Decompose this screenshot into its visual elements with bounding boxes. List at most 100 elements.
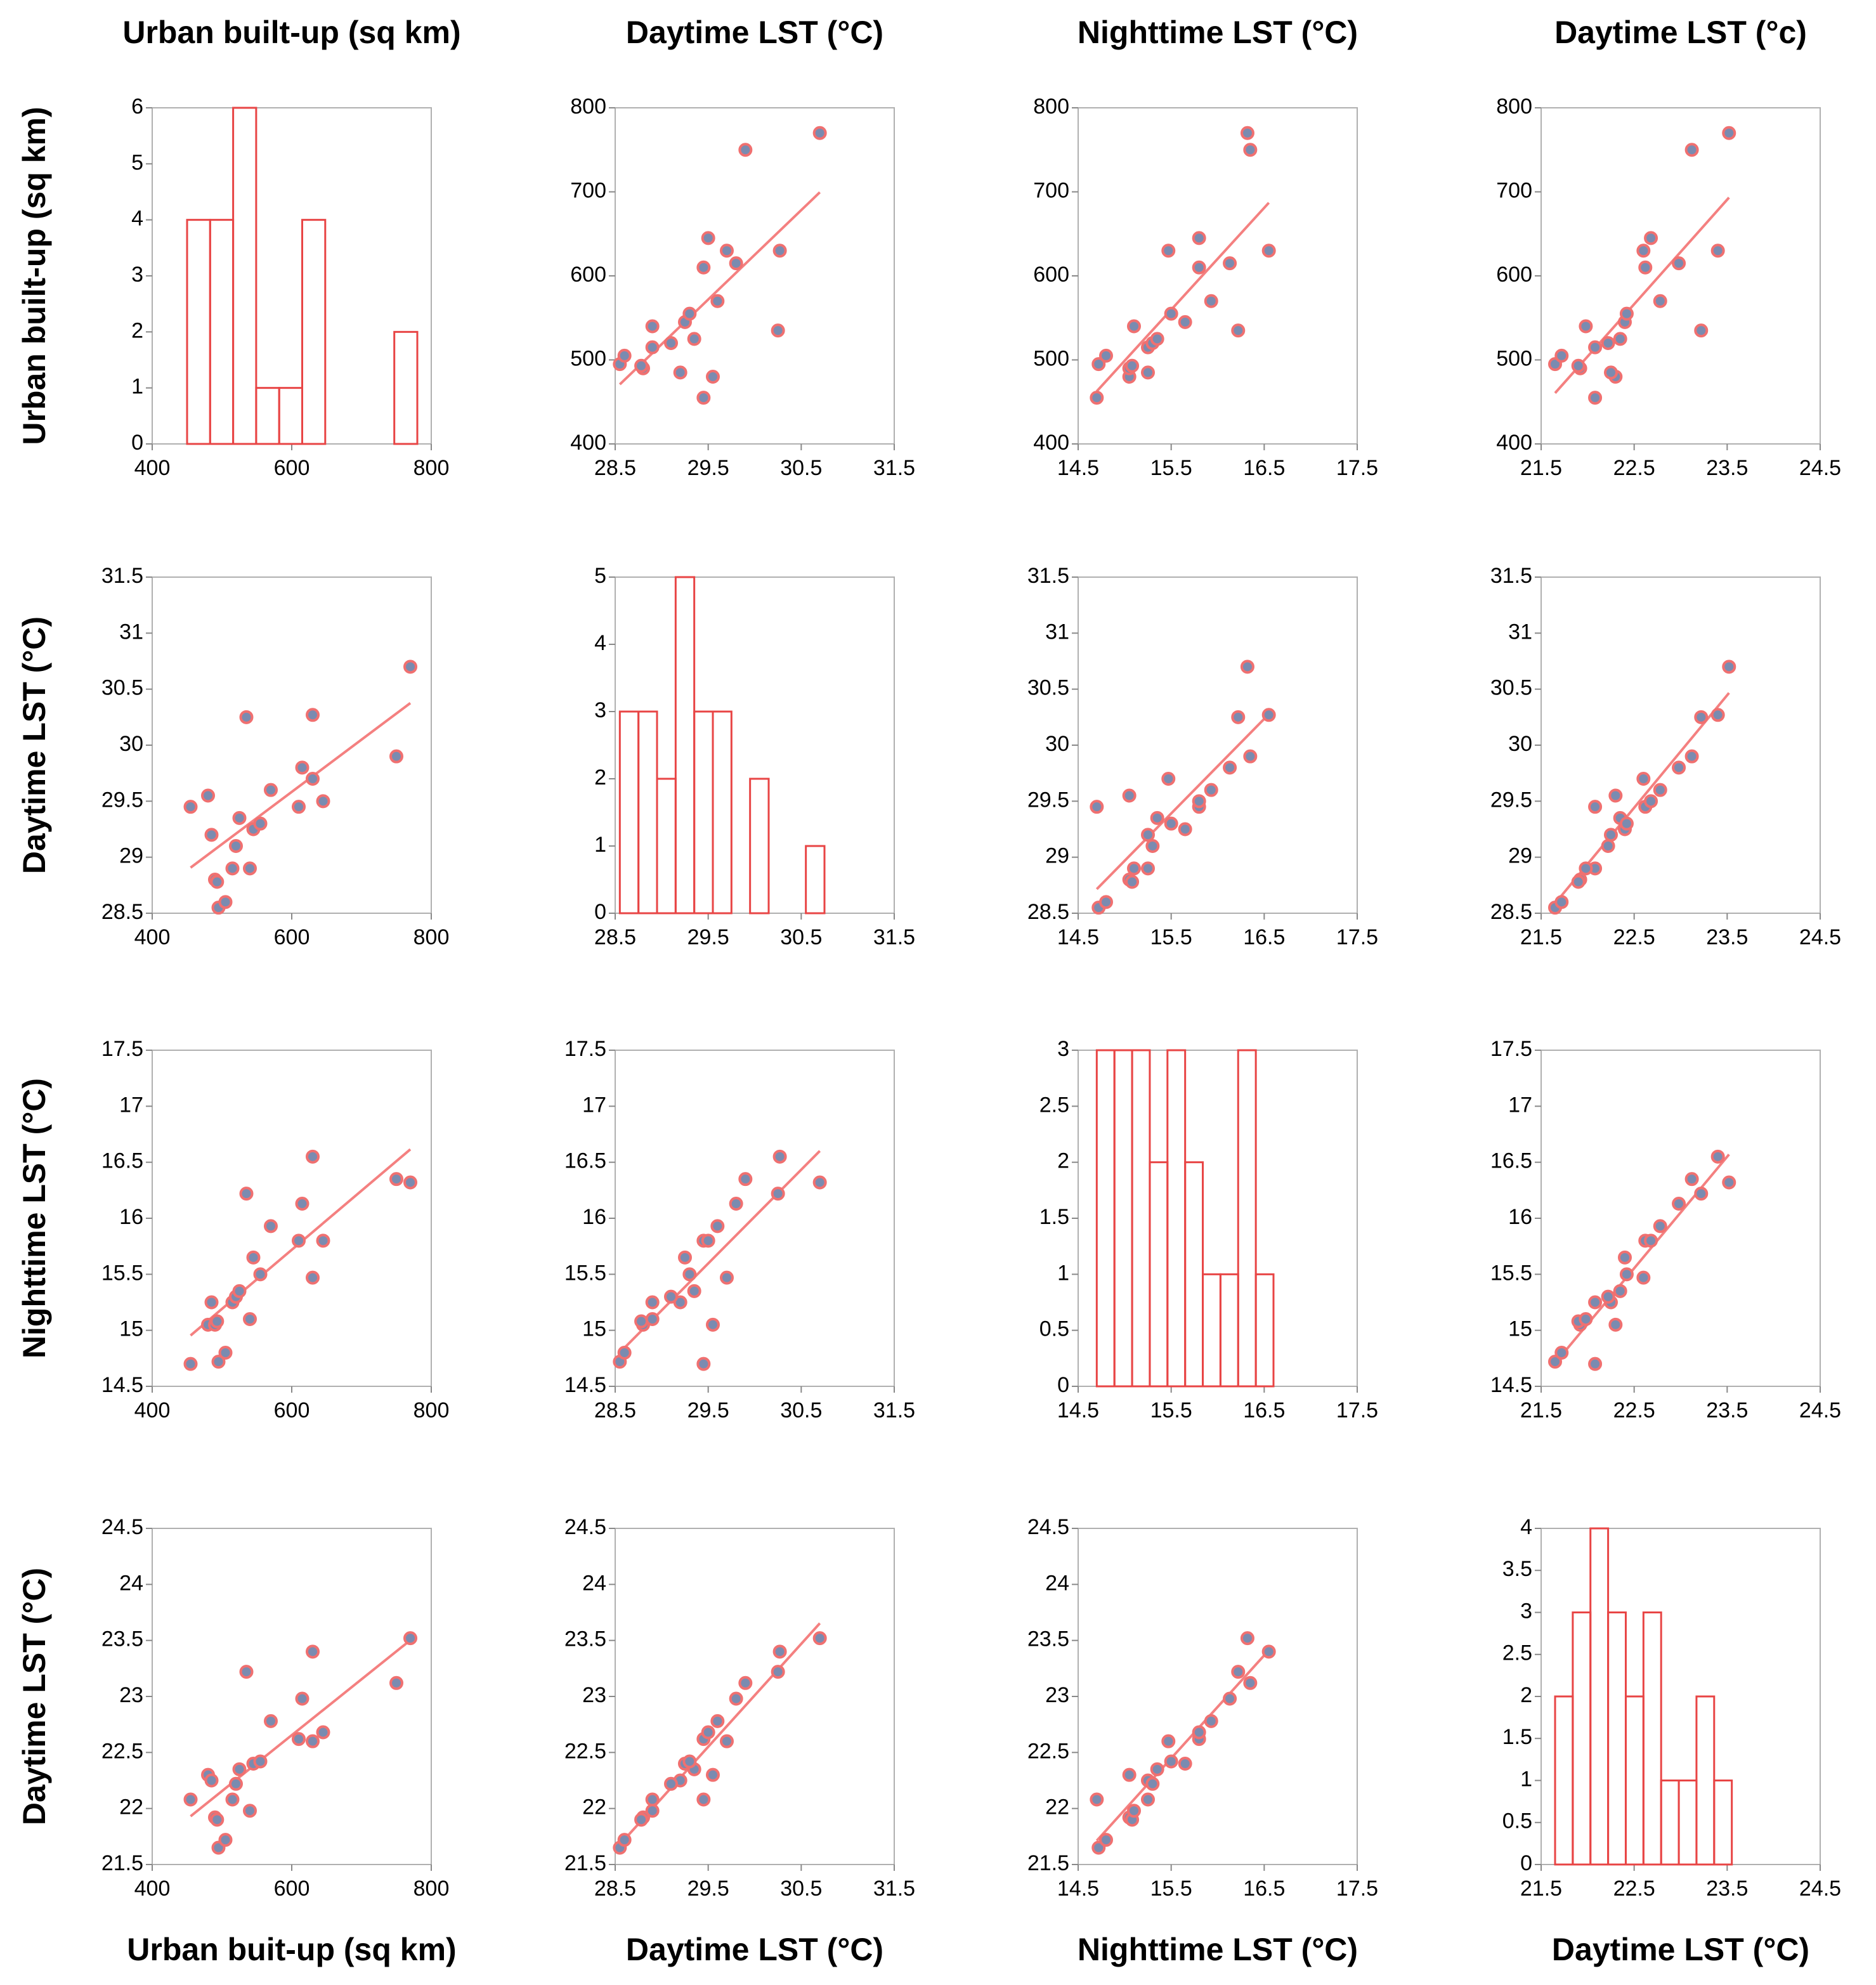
y-tick-label: 5 — [594, 564, 606, 588]
scatter-point — [710, 294, 725, 308]
x-tick-label: 800 — [414, 925, 450, 949]
scatter-point — [1672, 1197, 1686, 1211]
scatter-point — [701, 1233, 715, 1248]
y-tick-label: 31.5 — [1027, 564, 1069, 588]
scatter-point — [1141, 828, 1155, 842]
scatter-point — [1231, 710, 1246, 724]
scatter-point — [701, 1725, 715, 1740]
y-tick-label: 16.5 — [1490, 1149, 1532, 1173]
x-tick-label: 31.5 — [873, 1398, 915, 1422]
y-tick-label: 21.5 — [101, 1851, 143, 1875]
y-tick-label: 0 — [594, 900, 606, 924]
y-tick-label: 24 — [119, 1571, 143, 1595]
y-tick-label: 23.5 — [564, 1627, 606, 1651]
scatter-point — [183, 800, 198, 814]
y-tick-label: 31.5 — [1490, 564, 1532, 588]
scatter-point — [218, 1833, 233, 1847]
scatter-point — [210, 1314, 225, 1329]
y-tick-label: 15.5 — [1490, 1261, 1532, 1285]
scatter-point — [1638, 260, 1653, 275]
scatter-point — [738, 1172, 753, 1187]
scatter-point — [1141, 861, 1155, 876]
y-tick-label: 22.5 — [101, 1739, 143, 1763]
y-tick-label: 1.5 — [1502, 1725, 1532, 1749]
x-tick-label: 400 — [134, 925, 171, 949]
x-tick-label: 29.5 — [687, 1877, 729, 1901]
scatter-point — [292, 800, 306, 814]
scatter-point — [1554, 895, 1569, 909]
scatter-point — [1710, 1149, 1725, 1164]
scatter-point — [264, 1219, 278, 1233]
scatter-point — [772, 1149, 787, 1164]
y-tick-label: 0.5 — [1502, 1809, 1532, 1833]
scatter-point — [1178, 315, 1192, 329]
scatter-point — [306, 772, 320, 786]
scatter-point — [1231, 323, 1246, 338]
scatter-point — [295, 760, 309, 775]
scatter-point — [232, 1284, 247, 1298]
x-tick-label: 16.5 — [1243, 1398, 1285, 1422]
y-tick-label: 29 — [1508, 844, 1532, 868]
x-tick-label: 22.5 — [1613, 1398, 1655, 1422]
y-tick-label: 3 — [131, 263, 143, 287]
x-tick-label: 30.5 — [780, 1877, 822, 1901]
x-tick-label: 21.5 — [1520, 1877, 1562, 1901]
scatter-point — [771, 1187, 785, 1201]
y-tick-label: 500 — [1033, 346, 1069, 370]
x-tick-label: 15.5 — [1150, 925, 1192, 949]
scatter-point — [239, 710, 254, 724]
x-tick-label: 800 — [414, 1877, 450, 1901]
y-tick-label: 2 — [131, 318, 143, 342]
scatter-point — [645, 340, 660, 355]
scatter-point — [812, 1631, 827, 1646]
x-tick-label: 24.5 — [1799, 1877, 1841, 1901]
y-tick-label: 17 — [119, 1093, 143, 1117]
y-tick-label: 17.5 — [564, 1037, 606, 1061]
scatter-point — [1684, 1172, 1699, 1187]
scatter-point — [1588, 1295, 1603, 1310]
histogram-bar — [1237, 1049, 1257, 1388]
y-tick-label: 21.5 — [1027, 1851, 1069, 1875]
y-tick-label: 30 — [1045, 732, 1069, 756]
scatter-point — [1672, 760, 1686, 775]
scatter-point — [1127, 861, 1141, 876]
scatter-point — [1099, 348, 1113, 363]
x-tick-label: 30.5 — [780, 456, 822, 480]
scatter-point — [211, 1355, 226, 1369]
scatter-point — [1722, 660, 1736, 674]
scatter-point — [1261, 708, 1276, 722]
scatter-point — [1127, 319, 1141, 334]
scatter-point — [210, 1813, 225, 1827]
x-tick-label: 17.5 — [1336, 1877, 1378, 1901]
x-tick-label: 28.5 — [594, 1877, 636, 1901]
scatter-point — [1261, 244, 1276, 258]
column-title: Urban built-up (sq km) — [122, 15, 460, 50]
scatter-point — [1240, 126, 1254, 140]
y-tick-label: 500 — [1496, 346, 1532, 370]
y-tick-label: 400 — [1033, 431, 1069, 455]
scatter-point — [1192, 260, 1206, 275]
scatter-point — [1694, 323, 1709, 338]
scatter-point — [687, 332, 701, 346]
scatter-point — [645, 1792, 660, 1807]
scatter-point — [1644, 794, 1658, 809]
y-axis-label: Nighttime LST (°C) — [16, 1078, 52, 1358]
scatter-point — [1141, 365, 1155, 380]
scatter-point — [771, 323, 785, 338]
y-tick-label: 31 — [1508, 620, 1532, 644]
scatter-point — [1636, 244, 1651, 258]
x-tick-label: 29.5 — [687, 456, 729, 480]
scatter-point — [316, 1233, 330, 1248]
scatter-point — [772, 244, 787, 258]
x-tick-label: 28.5 — [594, 925, 636, 949]
scatter-point — [243, 1312, 257, 1326]
scatter-point — [645, 1295, 660, 1310]
scatter-point — [1164, 306, 1178, 321]
y-tick-label: 800 — [570, 94, 606, 119]
scatter-point — [1243, 143, 1258, 157]
x-tick-label: 15.5 — [1150, 1398, 1192, 1422]
y-tick-label: 700 — [1033, 178, 1069, 202]
y-tick-label: 31 — [1045, 620, 1069, 644]
x-tick-label: 600 — [274, 1398, 310, 1422]
y-tick-label: 29 — [119, 844, 143, 868]
